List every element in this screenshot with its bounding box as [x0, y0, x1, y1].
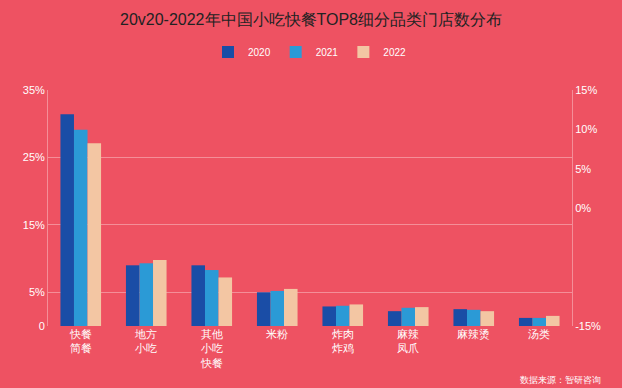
svg-text:20v20-2022年中国小吃快餐TOP8细分品类门店数分布: 20v20-2022年中国小吃快餐TOP8细分品类门店数分布 [120, 11, 502, 28]
svg-text:米粉: 米粉 [266, 328, 288, 340]
svg-text:炸肉炸鸡: 炸肉炸鸡 [332, 328, 354, 354]
svg-text:5%: 5% [29, 286, 45, 298]
svg-text:15%: 15% [23, 219, 45, 231]
svg-text:汤类: 汤类 [528, 328, 550, 340]
svg-text:其他小吃快餐: 其他小吃快餐 [200, 328, 223, 369]
svg-text:0: 0 [39, 320, 45, 332]
svg-text:35%: 35% [23, 84, 45, 96]
svg-text:2021: 2021 [316, 47, 339, 58]
svg-text:麻辣凤爪: 麻辣凤爪 [397, 328, 419, 354]
svg-text:0%: 0% [575, 202, 591, 214]
svg-text:5%: 5% [575, 163, 591, 175]
svg-text:-15%: -15% [575, 320, 601, 332]
svg-text:2020: 2020 [248, 47, 271, 58]
svg-text:快餐简餐: 快餐简餐 [69, 328, 92, 354]
svg-text:10%: 10% [575, 123, 597, 135]
svg-text:25%: 25% [23, 151, 45, 163]
svg-text:麻辣烫: 麻辣烫 [457, 328, 490, 340]
svg-text:地方小吃: 地方小吃 [134, 328, 157, 354]
svg-text:2022: 2022 [383, 47, 406, 58]
svg-text:15%: 15% [575, 84, 597, 96]
svg-text:数据来源：智研咨询: 数据来源：智研咨询 [520, 375, 601, 385]
